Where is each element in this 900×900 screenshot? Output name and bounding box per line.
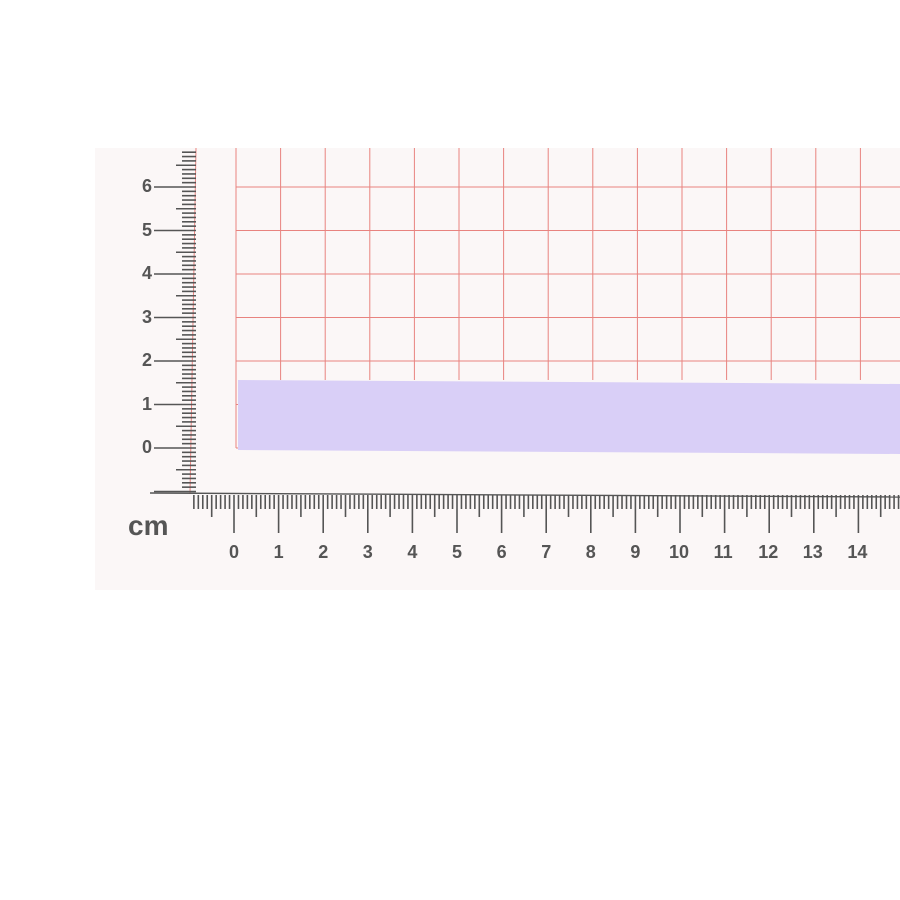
x-ruler-label: 0 (229, 542, 240, 562)
x-ruler-label: 7 (541, 542, 552, 562)
y-ruler-label: 3 (142, 306, 153, 327)
y-ruler-label: 2 (142, 350, 153, 370)
x-ruler-label: 11 (713, 542, 733, 562)
measuring-board (95, 148, 900, 590)
y-ruler-label: 5 (142, 219, 153, 240)
y-ruler-label: 0 (142, 437, 153, 457)
x-ruler-label: 4 (407, 542, 418, 562)
x-ruler-label: 14 (847, 542, 868, 562)
x-ruler-label: 13 (802, 542, 823, 562)
y-ruler-label: 4 (142, 263, 153, 283)
x-ruler-label: 5 (452, 542, 463, 562)
y-ruler-label: 1 (142, 393, 153, 414)
ruler-edge (149, 492, 900, 498)
x-ruler-label: 1 (273, 542, 284, 562)
x-ruler-label: 9 (630, 542, 641, 562)
x-ruler-label: 8 (585, 542, 596, 562)
ribbon (238, 380, 900, 454)
y-ruler-label: 6 (142, 176, 153, 196)
x-ruler-label: 2 (318, 542, 329, 562)
unit-label: cm (128, 510, 169, 541)
x-ruler-label: 12 (758, 542, 779, 562)
x-ruler-label: 6 (496, 542, 507, 562)
ruler-edge (189, 147, 197, 495)
x-ruler-label: 3 (362, 542, 373, 562)
x-ruler-label: 10 (669, 542, 690, 562)
